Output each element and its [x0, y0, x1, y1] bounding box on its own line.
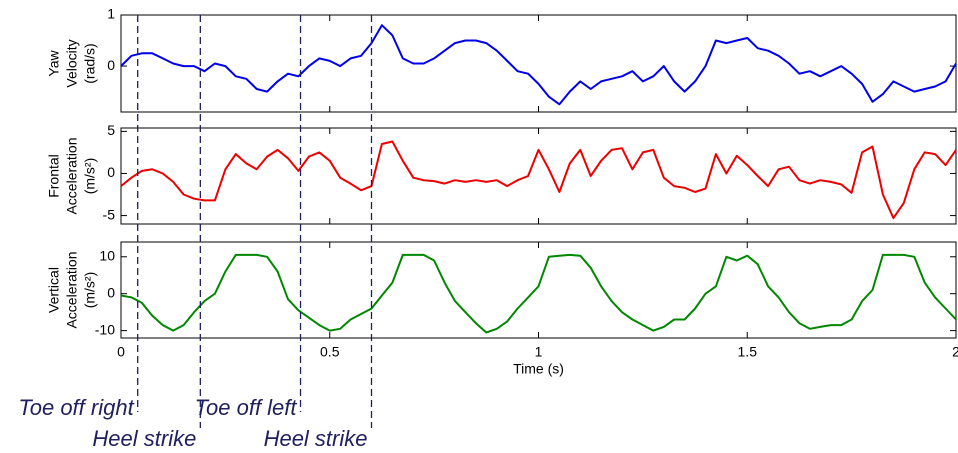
event-label: Toe off left: [195, 395, 298, 420]
x-tick-label: 0.5: [320, 344, 340, 360]
event-label: Toe off right: [18, 395, 134, 420]
x-tick-label: 0: [117, 344, 125, 360]
x-tick-label: 2: [952, 344, 958, 360]
x-axis-label: Time (s): [513, 361, 564, 377]
y-axis-label: (rad/s): [82, 43, 98, 83]
y-tick-label: -10: [95, 321, 115, 337]
x-tick-label: 1.5: [738, 344, 758, 360]
y-axis-label: Yaw: [46, 50, 62, 77]
line-series: [120, 140, 957, 220]
line-series: [120, 24, 957, 106]
y-tick-label: 5: [107, 122, 115, 138]
y-axis-label: Acceleration: [64, 137, 80, 214]
axes-frame: [120, 14, 957, 113]
y-tick-label: 0: [107, 57, 115, 73]
event-label: Heel strike: [92, 426, 196, 451]
y-axis-label: (m/s²): [82, 158, 98, 195]
y-tick-label: 0: [107, 164, 115, 180]
y-axis-label: (m/s²): [82, 272, 98, 309]
y-axis-label: Vertical: [46, 267, 62, 313]
axes-frame: [120, 241, 957, 339]
y-tick-label: 0: [107, 284, 115, 300]
y-tick-label: 10: [99, 247, 115, 263]
y-tick-label: -5: [103, 206, 116, 222]
x-tick-label: 1: [535, 344, 543, 360]
axes-frame: [120, 127, 957, 225]
y-axis-label: Velocity: [64, 39, 80, 87]
line-series: [120, 253, 957, 334]
y-axis-label: Acceleration: [64, 251, 80, 328]
y-axis-label: Frontal: [46, 154, 62, 198]
event-label: Heel strike: [264, 426, 368, 451]
y-tick-label: 1: [107, 6, 115, 22]
